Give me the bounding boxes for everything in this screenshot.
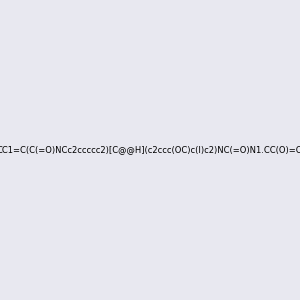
- Text: CC1=C(C(=O)NCc2ccccc2)[C@@H](c2ccc(OC)c(I)c2)NC(=O)N1.CC(O)=O: CC1=C(C(=O)NCc2ccccc2)[C@@H](c2ccc(OC)c(…: [0, 146, 300, 154]
